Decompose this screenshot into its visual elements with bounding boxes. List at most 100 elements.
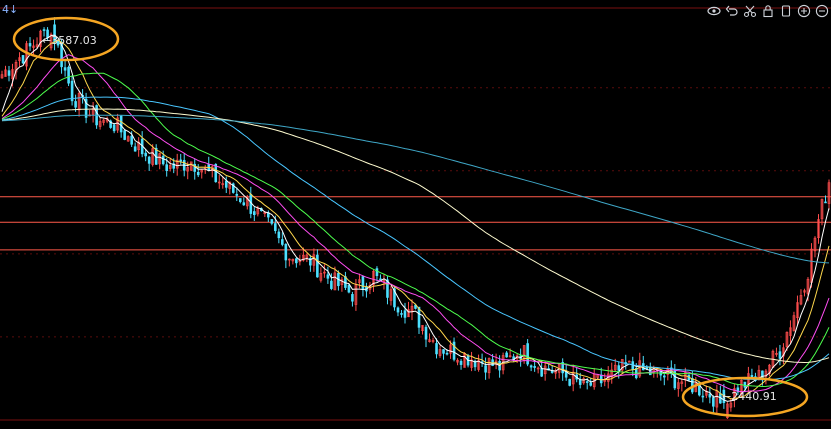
- candle-body: [424, 326, 428, 340]
- candle-body: [673, 370, 677, 389]
- ma5-line: [1, 34, 830, 402]
- candle-body: [284, 244, 288, 261]
- zoom-in-icon[interactable]: [797, 4, 811, 18]
- candle-body: [133, 146, 137, 152]
- high-value: 3587.03: [51, 34, 97, 47]
- candle-body: [323, 271, 326, 274]
- candle-body: [613, 364, 617, 371]
- candle-body: [487, 358, 491, 374]
- candle-body: [316, 254, 319, 278]
- candle-body: [175, 159, 179, 169]
- candle-body: [235, 193, 239, 196]
- candle-body: [217, 181, 221, 184]
- candle-body: [351, 294, 354, 302]
- low-arrow: ←: [722, 390, 732, 403]
- candle-body: [708, 393, 712, 398]
- candle-body: [63, 67, 67, 71]
- candle-body: [224, 180, 228, 188]
- candle-body: [165, 164, 168, 171]
- candle-body: [435, 343, 438, 355]
- candle-body: [151, 148, 154, 165]
- candle-body: [782, 347, 785, 357]
- candle-body: [449, 344, 452, 354]
- candle-body: [126, 136, 130, 142]
- candle-body: [729, 402, 733, 408]
- candle-body: [274, 223, 277, 231]
- candle-body: [603, 379, 607, 382]
- candle-body: [403, 310, 407, 318]
- candle-body: [302, 254, 305, 261]
- candle-body: [824, 201, 827, 204]
- high-arrow: ←: [42, 34, 52, 47]
- zoom-out-icon[interactable]: [815, 4, 829, 18]
- eye-icon[interactable]: [707, 4, 721, 18]
- candle-body: [817, 219, 820, 238]
- candle-body: [186, 167, 190, 172]
- candle-body: [256, 208, 260, 215]
- candle-body: [109, 120, 112, 128]
- ma250-line: [1, 114, 830, 264]
- candle-body: [477, 360, 480, 370]
- scissors-icon[interactable]: [743, 4, 757, 18]
- candle-body: [144, 152, 147, 157]
- candle-body: [372, 271, 375, 286]
- candle-body: [610, 369, 614, 378]
- candle-body: [536, 367, 540, 370]
- ma60-line: [1, 96, 830, 381]
- candle-body: [456, 359, 459, 363]
- candle-body: [792, 315, 796, 332]
- candle-body: [158, 153, 161, 165]
- candle-body: [663, 375, 666, 378]
- candle-body: [393, 288, 396, 308]
- candle-body: [277, 231, 281, 239]
- candle-body: [147, 156, 151, 164]
- candle-body: [214, 163, 218, 183]
- candle-body: [785, 331, 789, 348]
- candle-body: [803, 290, 806, 293]
- candle-body: [585, 381, 589, 383]
- candle-body: [18, 57, 21, 62]
- copy-icon[interactable]: [779, 4, 793, 18]
- candle-body: [28, 43, 32, 47]
- candle-body: [529, 365, 533, 368]
- candle-body: [470, 359, 473, 368]
- candle-body: [112, 124, 116, 132]
- candle-body: [400, 313, 403, 315]
- candle-body: [130, 135, 133, 145]
- candle-body: [21, 55, 25, 64]
- candle-body: [389, 289, 393, 301]
- candle-body: [382, 280, 386, 283]
- candle-body: [74, 101, 77, 108]
- candle-body: [98, 121, 102, 127]
- candle-body: [84, 98, 88, 118]
- candle-body: [677, 382, 680, 389]
- candle-body: [627, 360, 631, 363]
- candle-body: [333, 272, 337, 291]
- low-price-label: ←2440.91: [722, 390, 777, 403]
- high-price-label: ←3587.03: [42, 34, 97, 47]
- candle-body: [77, 93, 81, 111]
- candle-body: [736, 387, 740, 393]
- candle-body: [270, 219, 274, 224]
- lock-icon[interactable]: [761, 4, 775, 18]
- candle-body: [484, 365, 487, 373]
- candle-body: [554, 370, 557, 374]
- candle-body: [347, 284, 351, 293]
- candle-body: [431, 340, 435, 342]
- candle-body: [796, 302, 799, 319]
- candle-body: [589, 382, 593, 386]
- candle-body: [179, 159, 183, 162]
- candle-body: [0, 74, 4, 79]
- undo-icon[interactable]: [725, 4, 739, 18]
- candle-body: [361, 276, 365, 290]
- candle-body: [231, 183, 235, 193]
- candle-body: [281, 239, 284, 245]
- candle-body: [291, 258, 295, 262]
- period-label: 4↓: [2, 3, 19, 16]
- candle-body: [691, 378, 694, 393]
- candle-body: [827, 182, 831, 204]
- candle-body: [358, 279, 361, 283]
- candle-body: [813, 237, 817, 252]
- candle-body: [445, 352, 449, 355]
